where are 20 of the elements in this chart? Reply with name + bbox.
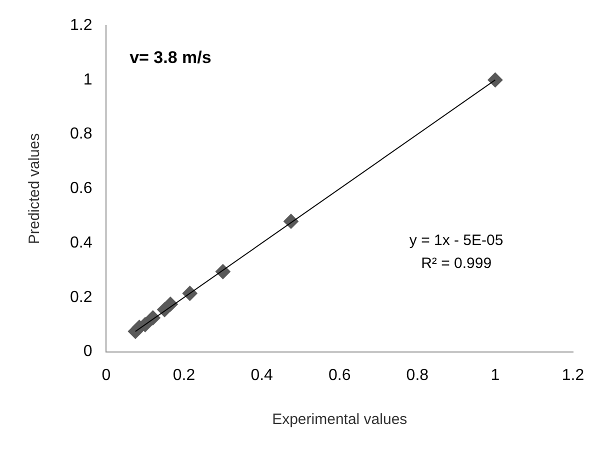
x-tick-label: 0.6: [328, 366, 351, 384]
x-axis-title: Experimental values: [272, 411, 408, 428]
y-tick-label: 0.6: [70, 180, 92, 198]
y-tick-label: 0.2: [70, 288, 92, 306]
x-tick-label: 0.4: [250, 366, 274, 384]
y-tick-label: 0.8: [70, 126, 92, 143]
x-tick-label: 0.2: [172, 366, 196, 384]
y-tick-label: 1: [83, 71, 92, 88]
x-tick-label: 1.2: [562, 366, 584, 384]
y-tick-label: 1.2: [70, 17, 92, 34]
x-tick-label: 0: [102, 366, 111, 384]
annotation: v= 3.8 m/s: [130, 48, 212, 67]
y-axis-title: Predicted values: [26, 133, 44, 244]
point: [488, 72, 503, 88]
x-tick-label: 0.8: [406, 366, 429, 384]
annotation: R² = 0.999: [421, 254, 492, 272]
x-tick-label: 1: [490, 366, 500, 384]
y-tick-label: 0.4: [70, 234, 92, 252]
y-tick-label: 0: [83, 343, 92, 360]
annotation: y = 1x - 5E-05: [409, 232, 504, 250]
